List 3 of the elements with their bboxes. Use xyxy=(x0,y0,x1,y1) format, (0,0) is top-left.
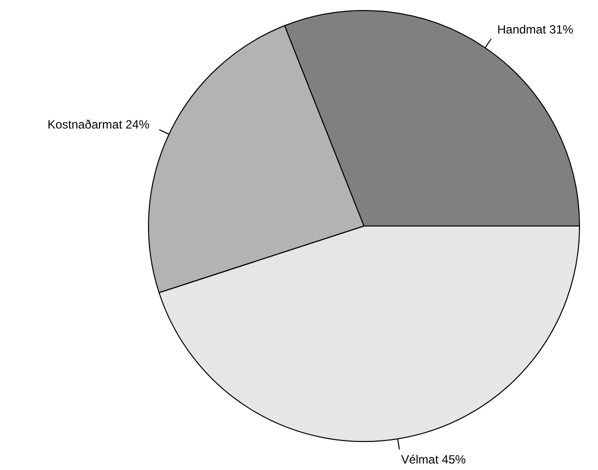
slice-label: Vélmat 45% xyxy=(401,452,466,466)
slice-label: Handmat 31% xyxy=(497,22,574,36)
slice-label: Kostnaðarmat 24% xyxy=(47,117,150,132)
